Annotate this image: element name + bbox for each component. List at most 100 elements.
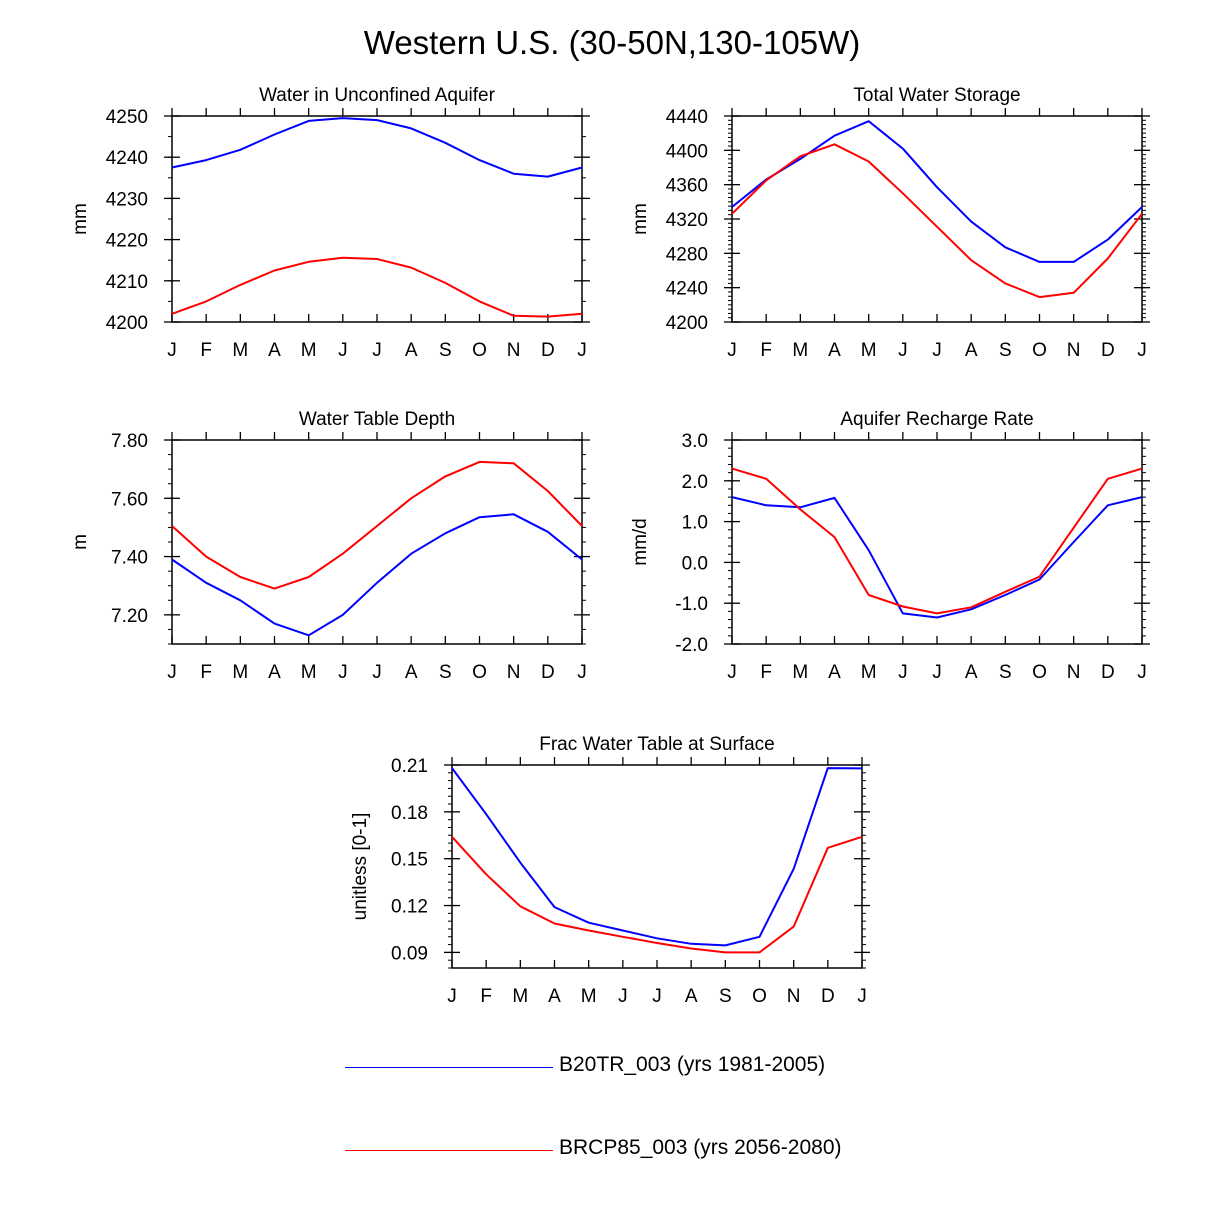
x-tick-label: J [338,340,348,361]
series-line-b20tr-003 [731,120,1143,263]
x-tick-label: J [372,340,382,361]
figure-title: Western U.S. (30-50N,130-105W) [363,24,861,61]
panel-water-in-unconfined-aquifer: J F M A M J J A S O N D J420042104220423042404250Wat… [70,85,590,361]
x-tick-label: D [821,986,835,1007]
x-tick-label: J [652,986,662,1007]
x-tick-label: M [232,662,248,683]
x-tick-label: A [405,662,418,683]
x-tick-label: D [1101,662,1115,683]
x-tick-label: M [581,986,597,1007]
x-tick-label: O [752,986,767,1007]
panel-title: Water Table Depth [299,409,455,430]
x-tick-label: M [861,662,877,683]
x-tick-label: N [507,662,521,683]
y-axis-label: mm [630,203,651,235]
y-tick-label: 4200 [666,313,708,334]
x-tick-label: D [541,340,555,361]
y-tick-label: -2.0 [675,635,708,656]
y-tick-label: 7.20 [111,606,148,627]
y-tick-label: 4400 [666,141,708,162]
panel-title: Frac Water Table at Surface [539,734,775,755]
x-tick-label: J [618,986,628,1007]
x-tick-label: J [857,986,867,1007]
x-tick-label: F [760,662,772,683]
series-line-b20tr-003 [171,117,583,178]
series-line-brcp85-003 [731,143,1143,299]
x-tick-label: M [792,662,808,683]
x-tick-label: O [1032,340,1047,361]
y-tick-label: 4360 [666,176,708,197]
y-tick-label: 4240 [106,148,148,169]
legend-line-b20tr [345,1067,553,1068]
series-line-brcp85-003 [731,467,1143,615]
legend-line-brcp85 [345,1150,553,1151]
x-tick-label: J [577,662,587,683]
x-tick-label: A [965,340,978,361]
x-tick-label: M [301,340,317,361]
x-tick-label: A [965,662,978,683]
plot-frame [731,115,1143,323]
x-tick-label: N [1067,340,1081,361]
x-tick-label: J [898,340,908,361]
y-tick-label: 0.12 [391,897,428,918]
x-tick-label: J [372,662,382,683]
x-tick-label: A [685,986,698,1007]
y-tick-label: 0.15 [391,850,428,871]
y-axis-label: m [70,534,91,550]
x-tick-label: J [898,662,908,683]
x-tick-label: A [405,340,418,361]
x-tick-label: J [1137,662,1147,683]
x-tick-label: A [268,662,281,683]
y-axis-label: unitless [0-1] [350,813,371,921]
plot-frame [171,439,583,645]
panel-total-water-storage: J F M A M J J A S O N D J420042404280432043604400444… [630,85,1150,361]
x-tick-label: J [727,340,737,361]
y-tick-label: 3.0 [682,431,708,452]
x-tick-label: S [439,340,452,361]
y-tick-label: 4320 [666,210,708,231]
x-tick-label: J [577,340,587,361]
x-tick-label: N [1067,662,1081,683]
x-tick-label: S [999,662,1012,683]
x-tick-label: J [932,662,942,683]
y-axis-label: mm/d [630,518,651,566]
x-tick-label: S [439,662,452,683]
y-tick-label: 4240 [666,279,708,300]
x-tick-label: O [472,340,487,361]
legend-label-brcp85: BRCP85_003 (yrs 2056-2080) [559,1136,842,1159]
series-line-brcp85-003 [171,460,583,590]
y-tick-label: 4280 [666,244,708,265]
x-tick-label: A [548,986,561,1007]
y-tick-label: 4250 [106,107,148,128]
x-tick-label: M [301,662,317,683]
y-tick-label: 7.40 [111,548,148,569]
y-tick-label: 0.18 [391,803,428,824]
x-tick-label: N [787,986,801,1007]
series-line-b20tr-003 [171,513,583,637]
y-tick-label: -1.0 [675,594,708,615]
y-tick-label: 4440 [666,107,708,128]
x-tick-label: F [480,986,492,1007]
y-tick-label: 7.80 [111,431,148,452]
x-tick-label: J [727,662,737,683]
y-axis-label: mm [70,203,91,235]
x-tick-label: F [200,662,212,683]
x-tick-label: F [760,340,772,361]
x-tick-label: M [861,340,877,361]
x-tick-label: J [167,340,177,361]
y-tick-label: 4200 [106,313,148,334]
x-tick-label: M [792,340,808,361]
x-tick-label: S [719,986,732,1007]
series-line-brcp85-003 [451,835,863,954]
series-line-b20tr-003 [451,767,863,947]
panel-title: Aquifer Recharge Rate [840,409,1033,430]
y-tick-label: 1.0 [682,513,708,534]
panel-aquifer-recharge-rate: J F M A M J J A S O N D J-2.0-1.00.01.02.03.0Aquifer… [630,409,1150,683]
x-tick-label: S [999,340,1012,361]
x-tick-label: A [268,340,281,361]
x-tick-label: D [1101,340,1115,361]
x-tick-label: A [828,340,841,361]
y-tick-label: 4220 [106,231,148,252]
